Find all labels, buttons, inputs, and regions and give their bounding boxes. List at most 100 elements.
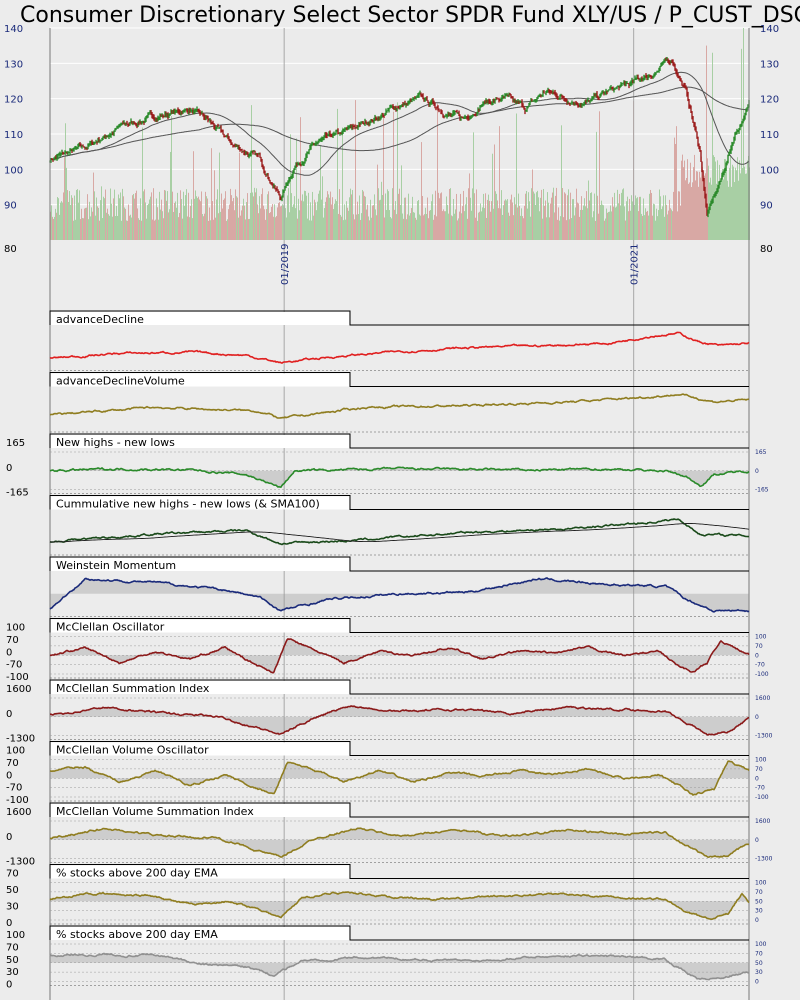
volume-bar: [202, 214, 203, 240]
volume-bar: [417, 201, 418, 240]
volume-bar: [187, 216, 188, 240]
volume-bar: [555, 195, 556, 240]
volume-bar: [91, 207, 92, 240]
volume-bar: [276, 216, 277, 240]
volume-bar: [145, 202, 146, 240]
volume-bar: [742, 168, 743, 240]
panel-header-frame: [49, 618, 749, 633]
volume-bar: [598, 213, 599, 240]
volume-bar: [638, 211, 639, 240]
volume-bar: [731, 186, 732, 240]
volume-bar: [185, 195, 186, 240]
volume-bar: [378, 188, 379, 240]
volume-bar: [558, 207, 559, 240]
panel-header: [51, 681, 349, 694]
volume-bar: [489, 200, 490, 240]
panel-left-tick: 100: [6, 623, 25, 634]
volume-bar: [416, 219, 417, 240]
volume-bar: [729, 167, 730, 240]
volume-bar: [620, 205, 621, 240]
volume-bar: [610, 205, 611, 240]
volume-bar: [223, 199, 224, 240]
volume-bar: [534, 193, 535, 240]
volume-bar: [254, 187, 255, 240]
volume-bar: [208, 220, 209, 240]
volume-bar: [486, 217, 487, 240]
volume-bar: [217, 189, 218, 240]
volume-bar: [670, 208, 671, 240]
volume-bar: [470, 197, 471, 240]
volume-bar: [493, 208, 494, 240]
volume-bar: [321, 199, 322, 240]
volume-bar: [388, 191, 389, 240]
volume-bar: [89, 201, 90, 240]
volume-bar: [354, 219, 355, 240]
volume-bar: [619, 193, 620, 240]
volume-bar: [722, 168, 723, 240]
volume-bar: [501, 190, 502, 240]
volume-bar: [689, 182, 690, 240]
volume-bar: [636, 198, 637, 240]
volume-bar: [369, 220, 370, 240]
volume-bar: [523, 218, 524, 240]
volume-bar: [459, 211, 460, 240]
volume-bar: [196, 196, 197, 240]
volume-bar: [252, 192, 253, 240]
price-left-tick: 130: [4, 59, 23, 70]
volume-bar: [406, 219, 407, 240]
volume-bar: [401, 165, 402, 240]
volume-bar: [204, 213, 205, 240]
panel-right-tick: 0: [755, 714, 759, 721]
volume-bar: [357, 201, 358, 240]
volume-bar: [94, 191, 95, 240]
volume-bar: [117, 215, 118, 240]
volume-bar: [320, 144, 321, 240]
volume-bar: [627, 196, 628, 240]
volume-bar: [579, 216, 580, 240]
volume-bar: [67, 190, 68, 240]
volume-bar: [106, 212, 107, 240]
volume-bar: [241, 210, 242, 240]
volume-bar: [380, 199, 381, 240]
volume-bar: [433, 219, 434, 240]
volume-bar: [664, 216, 665, 240]
volume-bar: [105, 189, 106, 240]
volume-bar: [100, 200, 101, 240]
volume-bar: [266, 209, 267, 240]
panel-title: advanceDecline: [56, 313, 144, 326]
volume-bar: [426, 213, 427, 240]
volume-bar: [690, 162, 691, 240]
volume-bar: [565, 193, 566, 240]
volume-bar: [305, 191, 306, 240]
volume-bar: [268, 191, 269, 240]
volume-bar: [211, 148, 212, 240]
volume-bar: [345, 219, 346, 240]
volume-bar: [632, 201, 633, 240]
panel-header-frame: [49, 310, 749, 326]
volume-bar: [568, 189, 569, 240]
panel-left-tick: 70: [6, 635, 19, 646]
volume-bar: [299, 210, 300, 240]
volume-bar: [294, 196, 295, 240]
panel-left-tick: 0: [6, 463, 12, 474]
panel-right-tick: -100: [755, 671, 769, 678]
volume-bar: [646, 211, 647, 240]
volume-bar: [590, 193, 591, 240]
volume-bar: [511, 194, 512, 240]
sma-50-line: [49, 71, 750, 176]
volume-bar: [233, 198, 234, 240]
panel-fill: [50, 828, 749, 858]
volume-bar: [326, 197, 327, 240]
volume-bar: [328, 194, 329, 240]
volume-bar: [149, 199, 150, 240]
volume-bar: [212, 201, 213, 240]
volume-bar: [163, 218, 164, 240]
volume-bar: [133, 193, 134, 240]
volume-bar: [698, 186, 699, 240]
volume-bar: [280, 206, 281, 240]
panel-header-frame: [49, 372, 749, 387]
volume-bar: [704, 175, 705, 240]
volume-bar: [432, 194, 433, 240]
volume-bar: [744, 166, 745, 240]
volume-bar: [322, 176, 323, 240]
